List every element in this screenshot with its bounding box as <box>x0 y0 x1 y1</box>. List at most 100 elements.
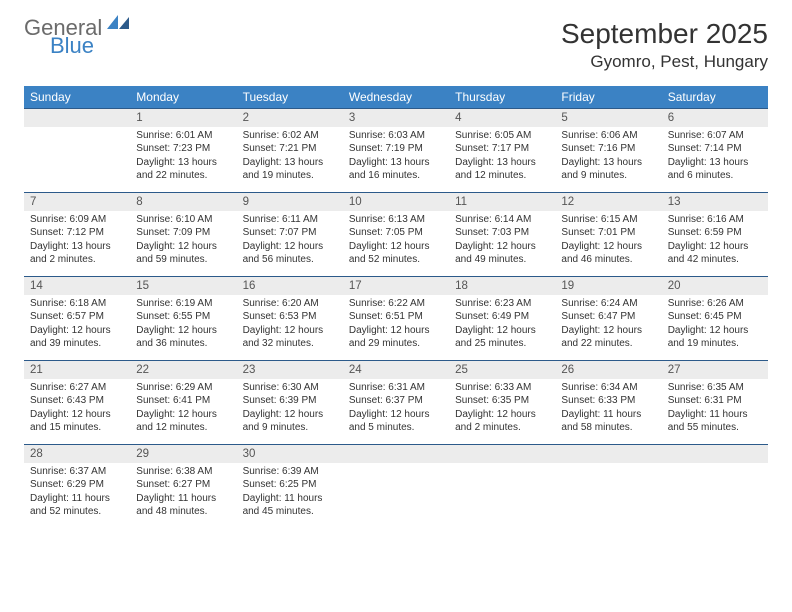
day-number: 6 <box>662 109 768 127</box>
sunrise: Sunrise: 6:11 AM <box>243 213 337 227</box>
daylight: Daylight: 12 hours and 25 minutes. <box>455 324 549 351</box>
sunset: Sunset: 6:59 PM <box>668 226 762 240</box>
day-cell <box>343 463 449 529</box>
day-number: 1 <box>130 109 236 127</box>
daylight: Daylight: 12 hours and 59 minutes. <box>136 240 230 267</box>
title-block: September 2025 Gyomro, Pest, Hungary <box>561 18 768 72</box>
daylight: Daylight: 13 hours and 2 minutes. <box>30 240 124 267</box>
day-cell: Sunrise: 6:23 AMSunset: 6:49 PMDaylight:… <box>449 295 555 361</box>
sunrise: Sunrise: 6:15 AM <box>561 213 655 227</box>
sunrise: Sunrise: 6:01 AM <box>136 129 230 143</box>
day-number <box>555 445 661 463</box>
day-cell: Sunrise: 6:34 AMSunset: 6:33 PMDaylight:… <box>555 379 661 445</box>
day-cell <box>24 127 130 193</box>
day-label: Wednesday <box>343 86 449 109</box>
day-number: 24 <box>343 361 449 379</box>
sunset: Sunset: 6:25 PM <box>243 478 337 492</box>
day-cell: Sunrise: 6:24 AMSunset: 6:47 PMDaylight:… <box>555 295 661 361</box>
day-label: Tuesday <box>237 86 343 109</box>
day-cell: Sunrise: 6:11 AMSunset: 7:07 PMDaylight:… <box>237 211 343 277</box>
sunrise: Sunrise: 6:37 AM <box>30 465 124 479</box>
day-cell: Sunrise: 6:14 AMSunset: 7:03 PMDaylight:… <box>449 211 555 277</box>
day-cell: Sunrise: 6:03 AMSunset: 7:19 PMDaylight:… <box>343 127 449 193</box>
daylight: Daylight: 11 hours and 45 minutes. <box>243 492 337 519</box>
day-cell: Sunrise: 6:30 AMSunset: 6:39 PMDaylight:… <box>237 379 343 445</box>
sunrise: Sunrise: 6:29 AM <box>136 381 230 395</box>
day-number: 28 <box>24 445 130 463</box>
daylight: Daylight: 12 hours and 56 minutes. <box>243 240 337 267</box>
day-cell: Sunrise: 6:20 AMSunset: 6:53 PMDaylight:… <box>237 295 343 361</box>
daylight: Daylight: 12 hours and 9 minutes. <box>243 408 337 435</box>
logo-sail-icon <box>107 15 129 29</box>
sunrise: Sunrise: 6:03 AM <box>349 129 443 143</box>
week-details-row: Sunrise: 6:18 AMSunset: 6:57 PMDaylight:… <box>24 295 768 361</box>
sunset: Sunset: 6:55 PM <box>136 310 230 324</box>
daylight: Daylight: 12 hours and 49 minutes. <box>455 240 549 267</box>
calendar-table: Sunday Monday Tuesday Wednesday Thursday… <box>24 86 768 529</box>
sunrise: Sunrise: 6:06 AM <box>561 129 655 143</box>
day-cell: Sunrise: 6:35 AMSunset: 6:31 PMDaylight:… <box>662 379 768 445</box>
sunset: Sunset: 6:31 PM <box>668 394 762 408</box>
sunset: Sunset: 6:53 PM <box>243 310 337 324</box>
sunrise: Sunrise: 6:30 AM <box>243 381 337 395</box>
daylight: Daylight: 12 hours and 12 minutes. <box>136 408 230 435</box>
day-cell: Sunrise: 6:13 AMSunset: 7:05 PMDaylight:… <box>343 211 449 277</box>
daylight: Daylight: 12 hours and 29 minutes. <box>349 324 443 351</box>
sunset: Sunset: 6:29 PM <box>30 478 124 492</box>
sunrise: Sunrise: 6:23 AM <box>455 297 549 311</box>
day-number: 9 <box>237 193 343 211</box>
daylight: Daylight: 12 hours and 52 minutes. <box>349 240 443 267</box>
day-number <box>24 109 130 127</box>
sunrise: Sunrise: 6:13 AM <box>349 213 443 227</box>
day-cell: Sunrise: 6:07 AMSunset: 7:14 PMDaylight:… <box>662 127 768 193</box>
day-label: Friday <box>555 86 661 109</box>
sunrise: Sunrise: 6:19 AM <box>136 297 230 311</box>
day-number: 25 <box>449 361 555 379</box>
day-number: 7 <box>24 193 130 211</box>
sunset: Sunset: 7:12 PM <box>30 226 124 240</box>
day-number: 2 <box>237 109 343 127</box>
day-number: 30 <box>237 445 343 463</box>
week-daynum-row: 1 2 3 4 5 6 <box>24 109 768 127</box>
sunrise: Sunrise: 6:26 AM <box>668 297 762 311</box>
day-number: 4 <box>449 109 555 127</box>
sunset: Sunset: 7:19 PM <box>349 142 443 156</box>
sunset: Sunset: 6:49 PM <box>455 310 549 324</box>
day-cell: Sunrise: 6:19 AMSunset: 6:55 PMDaylight:… <box>130 295 236 361</box>
day-cell: Sunrise: 6:31 AMSunset: 6:37 PMDaylight:… <box>343 379 449 445</box>
week-daynum-row: 28 29 30 <box>24 445 768 463</box>
sunrise: Sunrise: 6:02 AM <box>243 129 337 143</box>
daylight: Daylight: 13 hours and 22 minutes. <box>136 156 230 183</box>
sunset: Sunset: 7:16 PM <box>561 142 655 156</box>
daylight: Daylight: 11 hours and 58 minutes. <box>561 408 655 435</box>
day-number <box>449 445 555 463</box>
day-cell: Sunrise: 6:26 AMSunset: 6:45 PMDaylight:… <box>662 295 768 361</box>
day-cell <box>449 463 555 529</box>
sunset: Sunset: 6:57 PM <box>30 310 124 324</box>
sunset: Sunset: 7:07 PM <box>243 226 337 240</box>
sunrise: Sunrise: 6:14 AM <box>455 213 549 227</box>
day-number: 13 <box>662 193 768 211</box>
daylight: Daylight: 12 hours and 22 minutes. <box>561 324 655 351</box>
sunrise: Sunrise: 6:09 AM <box>30 213 124 227</box>
day-cell: Sunrise: 6:39 AMSunset: 6:25 PMDaylight:… <box>237 463 343 529</box>
sunrise: Sunrise: 6:39 AM <box>243 465 337 479</box>
day-cell: Sunrise: 6:06 AMSunset: 7:16 PMDaylight:… <box>555 127 661 193</box>
day-number: 15 <box>130 277 236 295</box>
day-number: 3 <box>343 109 449 127</box>
daylight: Daylight: 12 hours and 39 minutes. <box>30 324 124 351</box>
sunset: Sunset: 6:41 PM <box>136 394 230 408</box>
sunset: Sunset: 7:03 PM <box>455 226 549 240</box>
day-cell: Sunrise: 6:02 AMSunset: 7:21 PMDaylight:… <box>237 127 343 193</box>
daylight: Daylight: 11 hours and 52 minutes. <box>30 492 124 519</box>
day-cell: Sunrise: 6:01 AMSunset: 7:23 PMDaylight:… <box>130 127 236 193</box>
sunrise: Sunrise: 6:18 AM <box>30 297 124 311</box>
daylight: Daylight: 12 hours and 19 minutes. <box>668 324 762 351</box>
daylight: Daylight: 12 hours and 42 minutes. <box>668 240 762 267</box>
sunrise: Sunrise: 6:33 AM <box>455 381 549 395</box>
sunrise: Sunrise: 6:20 AM <box>243 297 337 311</box>
sunset: Sunset: 7:14 PM <box>668 142 762 156</box>
day-label: Thursday <box>449 86 555 109</box>
sunrise: Sunrise: 6:34 AM <box>561 381 655 395</box>
day-cell: Sunrise: 6:37 AMSunset: 6:29 PMDaylight:… <box>24 463 130 529</box>
